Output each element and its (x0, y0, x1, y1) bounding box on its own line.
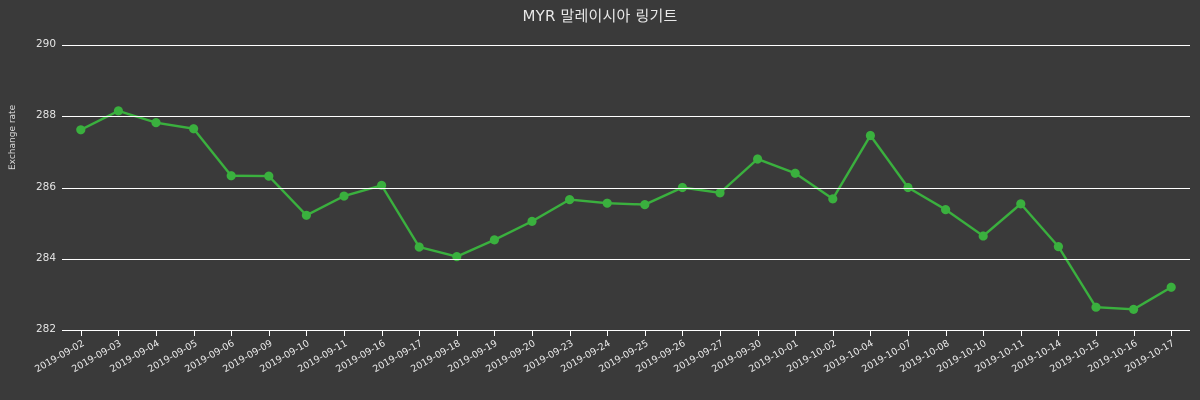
data-point[interactable] (301, 210, 311, 220)
data-point[interactable] (677, 182, 688, 193)
data-point[interactable] (790, 168, 800, 178)
x-axis-tick (757, 331, 759, 336)
data-point[interactable] (828, 194, 838, 204)
x-axis-tick (494, 331, 496, 336)
data-point[interactable] (640, 200, 650, 210)
data-point[interactable] (452, 252, 462, 262)
y-axis-tick: 286 (0, 180, 56, 194)
y-axis-tick: 290 (0, 39, 56, 51)
x-axis-tick (1133, 331, 1135, 336)
x-axis-tick (268, 331, 270, 336)
x-axis-tick (1020, 331, 1022, 336)
x-axis-line (62, 330, 1190, 331)
x-axis-tick (193, 331, 195, 336)
data-point[interactable] (489, 235, 499, 245)
data-point[interactable] (1016, 199, 1026, 209)
x-axis-tick (532, 331, 533, 336)
data-point[interactable] (226, 171, 236, 181)
line-series (76, 106, 1176, 314)
data-point[interactable] (1129, 304, 1139, 314)
data-point[interactable] (753, 154, 763, 164)
x-axis-tick (381, 331, 383, 336)
x-axis-tick (607, 331, 609, 336)
x-axis-tick (870, 331, 872, 336)
data-point[interactable] (978, 231, 988, 241)
chart-title: MYR 말레이시아 링기트 (522, 7, 678, 25)
data-point[interactable] (339, 191, 349, 201)
x-axis-tick (306, 331, 308, 336)
plot-area (62, 45, 1190, 330)
data-point[interactable] (1053, 242, 1063, 252)
data-point[interactable] (715, 188, 725, 198)
data-point[interactable] (1166, 282, 1176, 292)
gridline (62, 187, 1190, 189)
x-axis-tick (983, 331, 985, 336)
x-axis-tick (1171, 331, 1173, 336)
x-axis-tick (1096, 331, 1097, 336)
data-point[interactable] (527, 216, 537, 226)
x-axis-tick (945, 331, 947, 336)
y-axis-tick: 284 (0, 253, 56, 265)
x-axis-tick (682, 331, 684, 336)
y-axis-tick-label: 290 (35, 38, 56, 50)
data-point[interactable] (941, 204, 951, 215)
gridline (62, 45, 1190, 46)
y-axis-tick-label: 286 (35, 180, 56, 193)
data-point[interactable] (865, 130, 876, 141)
gridline (62, 116, 1190, 118)
data-point[interactable] (264, 171, 274, 181)
y-axis-tick: 282 (0, 324, 56, 336)
x-axis-tick (795, 331, 797, 336)
x-axis-tick (720, 331, 721, 336)
data-point[interactable] (377, 180, 387, 190)
x-axis-tick (569, 331, 571, 336)
y-axis-tick-label: 282 (35, 323, 56, 335)
series-path (79, 109, 1173, 311)
gridline (62, 258, 1190, 260)
data-point[interactable] (113, 106, 123, 116)
x-axis-tick (231, 331, 233, 336)
x-axis-tick (80, 331, 82, 336)
data-point[interactable] (151, 118, 161, 128)
x-axis-tick (644, 331, 646, 336)
data-point[interactable] (602, 198, 612, 208)
data-point[interactable] (565, 195, 575, 205)
x-axis-tick (1058, 331, 1060, 336)
x-axis-tick (344, 331, 345, 336)
data-point[interactable] (189, 124, 199, 134)
x-axis-tick (156, 331, 157, 336)
x-axis-tick (118, 331, 120, 336)
data-point[interactable] (1091, 302, 1101, 312)
data-point[interactable] (76, 125, 86, 135)
y-axis-tick-label: 288 (35, 109, 56, 122)
data-point[interactable] (903, 182, 913, 193)
x-axis-tick (908, 331, 909, 336)
y-axis-tick: 288 (0, 110, 56, 122)
data-point[interactable] (414, 242, 424, 252)
x-axis-tick (456, 331, 458, 336)
x-axis-tick (419, 331, 421, 336)
x-axis-tick (832, 331, 834, 336)
y-axis-tick-label: 284 (35, 251, 56, 264)
